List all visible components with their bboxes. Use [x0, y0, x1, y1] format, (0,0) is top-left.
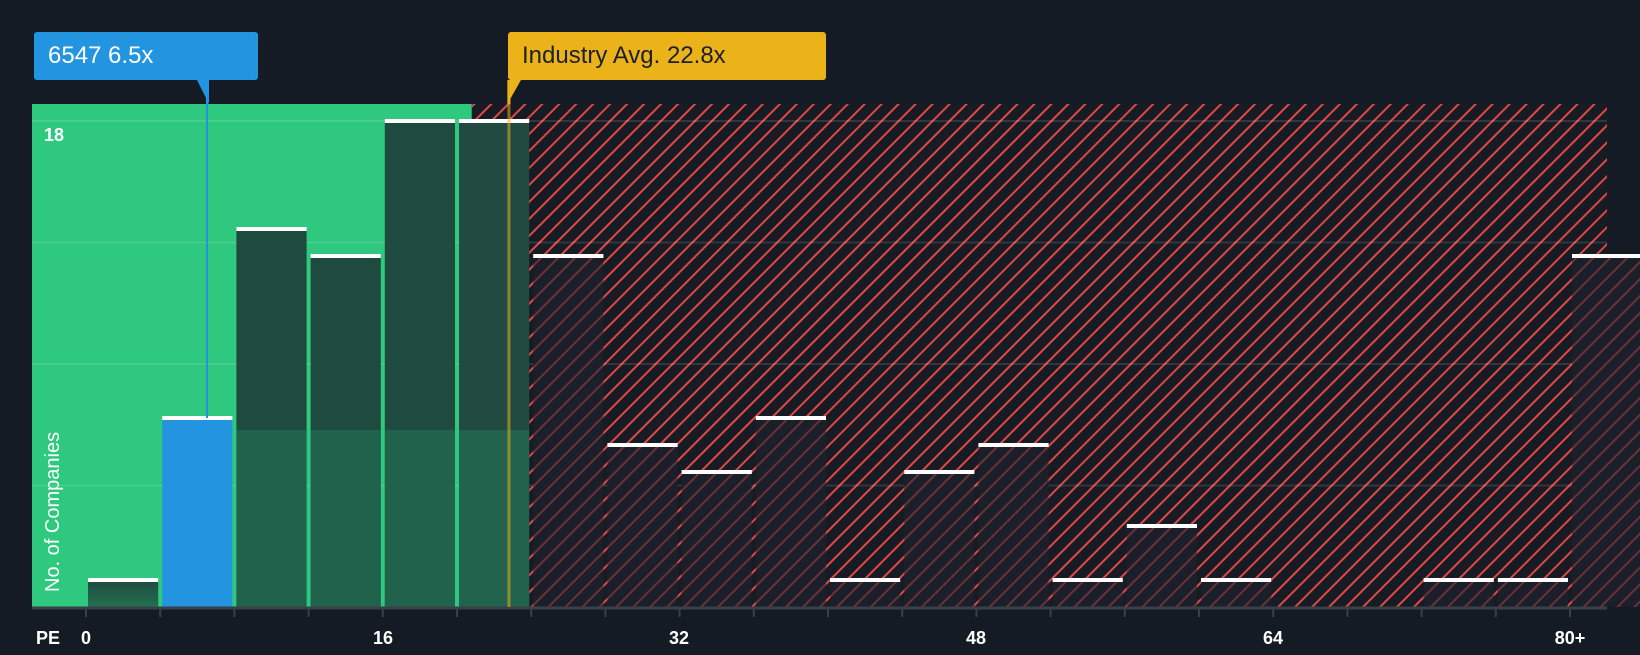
bar [1052, 580, 1123, 607]
bar-cap [607, 443, 678, 447]
bar-lower [236, 430, 307, 607]
bar [1201, 580, 1272, 607]
bar [904, 472, 975, 607]
industry-avg-callout: Industry Avg. 22.8x [508, 32, 826, 80]
x-tick-0: 0 [80, 628, 92, 648]
x-tick-16: 16 [372, 628, 394, 648]
y-tick-top: 18 [44, 125, 65, 145]
bar [607, 445, 678, 607]
industry-avg-label: Industry Avg. 22.8x [522, 42, 726, 69]
x-tick-64: 64 [1262, 628, 1284, 648]
bar-cap [978, 443, 1049, 447]
company-pe-label: 6547 6.5x [48, 42, 154, 69]
markers [197, 78, 521, 607]
histogram-bars [88, 119, 1640, 607]
bar-cap [236, 227, 307, 231]
bar-cap [88, 578, 159, 582]
bar [1572, 256, 1640, 607]
x-tick-48: 48 [965, 628, 987, 648]
y-axis-label: No. of Companies [42, 431, 64, 592]
bar-cap [1201, 578, 1272, 582]
bar-lower [459, 430, 530, 607]
bar [1497, 580, 1568, 607]
bar-cap [310, 254, 381, 258]
bar-cap [904, 470, 975, 474]
x-tick-32: 32 [668, 628, 690, 648]
bar [978, 445, 1049, 607]
x-tick-80-plus: 80+ [1554, 628, 1586, 648]
bar [830, 580, 901, 607]
x-axis-label: PE [36, 628, 61, 648]
bar-cap [1126, 524, 1197, 528]
bar-cap [1423, 578, 1494, 582]
bar [681, 472, 752, 607]
company-callout-pointer [197, 80, 209, 104]
industry-callout-pointer [507, 80, 521, 104]
bar-cap [384, 119, 455, 123]
bar-lower [310, 430, 381, 607]
bar-cap [830, 578, 901, 582]
bar-lower [384, 430, 455, 607]
bar [533, 256, 604, 607]
bar-cap [1052, 578, 1123, 582]
bar [755, 418, 826, 607]
bar [1126, 526, 1197, 607]
bar-cap [755, 416, 826, 420]
bar [1423, 580, 1494, 607]
bar-cap [162, 416, 233, 420]
x-axis [32, 606, 1607, 617]
bar-cap [1497, 578, 1568, 582]
company-pe-callout: 6547 6.5x [34, 32, 258, 80]
bar [162, 418, 233, 607]
bar-cap [1572, 254, 1640, 258]
bar [88, 580, 159, 607]
bar-cap [681, 470, 752, 474]
bar-cap [533, 254, 604, 258]
bar-cap [459, 119, 530, 123]
